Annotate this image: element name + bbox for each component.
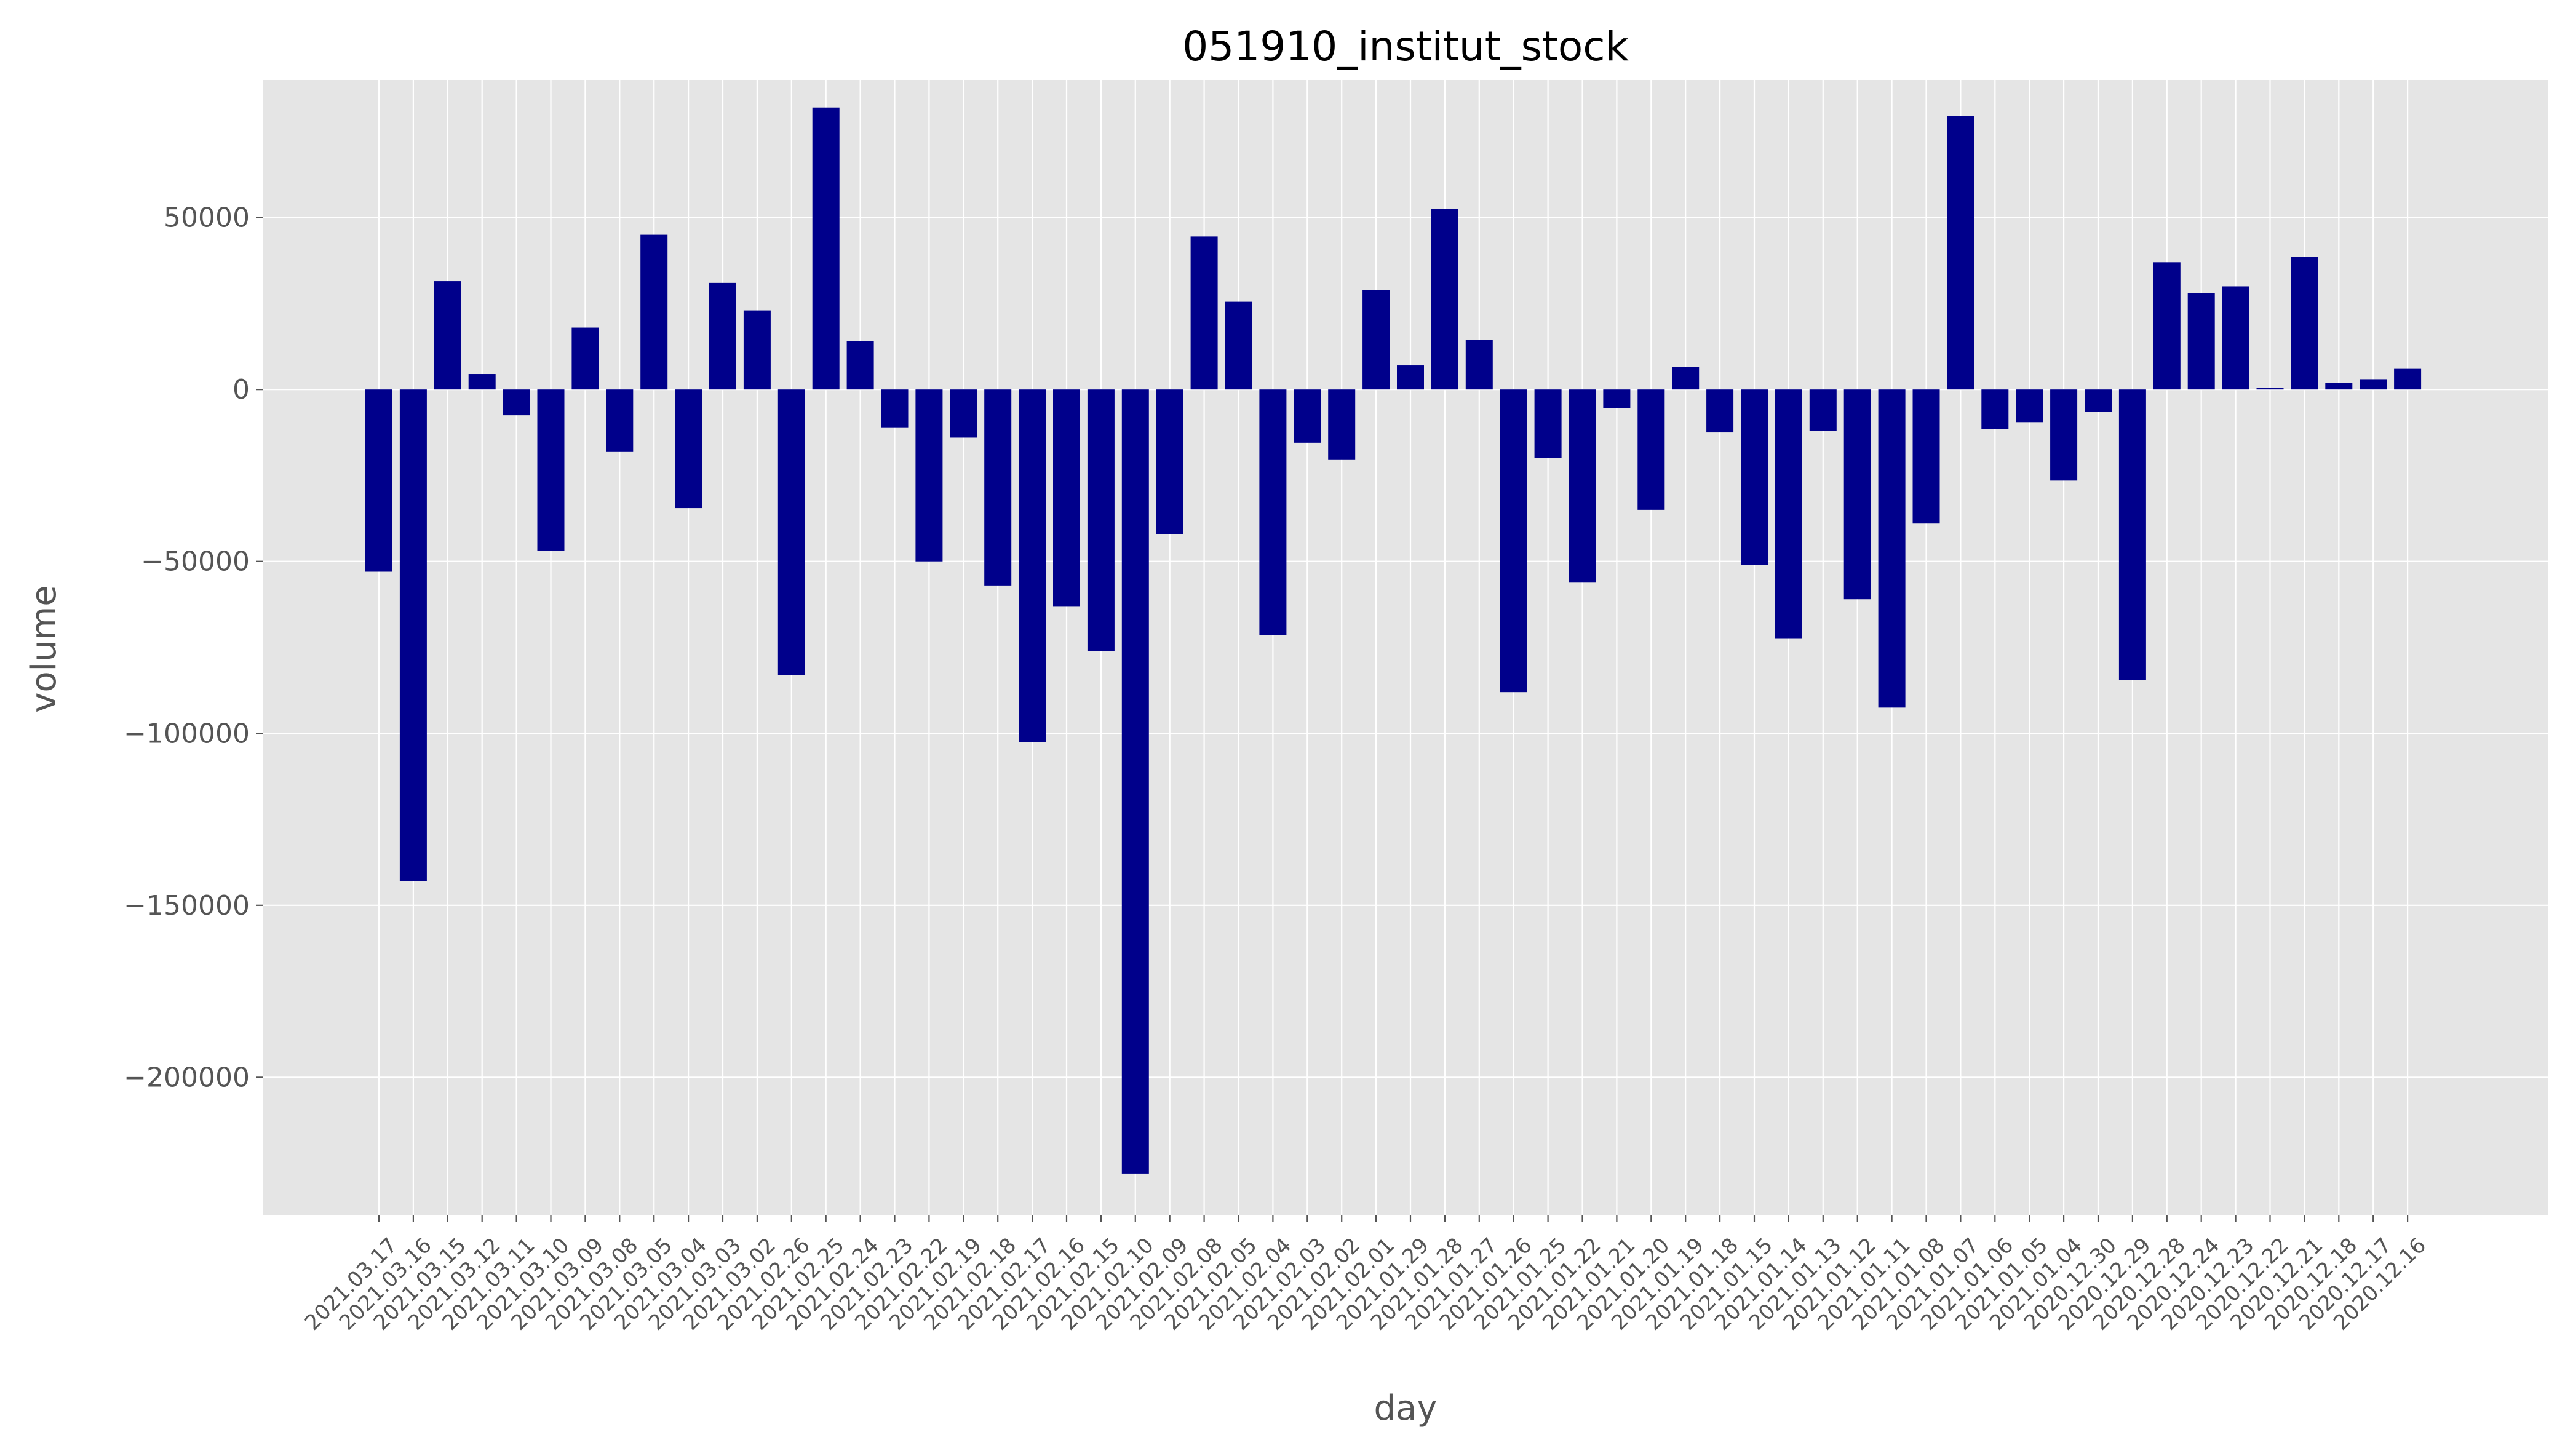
bar-2021-03-10 xyxy=(537,389,565,551)
bar-2021-03-04 xyxy=(675,389,702,509)
bar-2021-02-01 xyxy=(1362,290,1390,390)
bar-2020-12-30 xyxy=(2085,389,2112,412)
chart-title: 051910_institut_stock xyxy=(1182,23,1629,70)
bar-2021-03-05 xyxy=(640,234,668,390)
bar-2021-01-28 xyxy=(1431,209,1458,390)
y-tick-label: −50000 xyxy=(141,546,250,578)
bar-2021-01-19 xyxy=(1672,367,1700,390)
bar-2021-03-09 xyxy=(571,327,599,390)
bar-2021-01-25 xyxy=(1534,389,1562,458)
bar-2020-12-29 xyxy=(2118,389,2146,680)
bar-2021-02-22 xyxy=(915,389,943,562)
bar-2021-01-29 xyxy=(1397,365,1424,390)
bar-2021-01-15 xyxy=(1741,389,1768,565)
bar-2020-12-22 xyxy=(2256,388,2284,390)
bar-2021-01-21 xyxy=(1603,389,1631,408)
bar-2021-02-02 xyxy=(1328,389,1356,460)
bar-2021-02-16 xyxy=(1053,389,1080,607)
bar-2021-01-05 xyxy=(2016,389,2043,423)
y-axis-label: volume xyxy=(24,585,64,712)
y-tick-label: −100000 xyxy=(124,718,250,749)
x-ticks: 2021.03.172021.03.162021.03.152021.03.12… xyxy=(300,1215,2431,1335)
bar-2021-01-14 xyxy=(1775,389,1802,639)
bar-2021-01-07 xyxy=(1947,116,1974,390)
bar-2021-02-08 xyxy=(1190,236,1218,390)
y-tick-label: −200000 xyxy=(124,1062,250,1093)
bar-2021-01-22 xyxy=(1569,389,1596,583)
bar-2021-03-16 xyxy=(399,389,427,881)
bar-2020-12-21 xyxy=(2291,257,2318,390)
bar-2021-03-02 xyxy=(743,310,771,390)
bar-2021-01-12 xyxy=(1843,389,1871,600)
bar-2021-01-06 xyxy=(1981,389,2009,429)
bar-2021-03-03 xyxy=(709,282,736,390)
bar-2021-03-08 xyxy=(606,389,634,452)
y-tick-label: −150000 xyxy=(124,890,250,921)
bar-2021-01-08 xyxy=(1912,389,1940,524)
bars-group xyxy=(365,107,2422,1174)
bar-2021-02-10 xyxy=(1121,389,1149,1174)
bar-2020-12-16 xyxy=(2394,368,2422,390)
bar-2020-12-28 xyxy=(2153,262,2181,390)
bar-2021-02-04 xyxy=(1259,389,1287,635)
bar-2021-01-13 xyxy=(1809,389,1837,431)
bar-2021-02-19 xyxy=(950,389,977,438)
bar-2021-02-26 xyxy=(777,389,805,675)
bar-2021-02-15 xyxy=(1087,389,1115,651)
bar-2021-02-24 xyxy=(846,341,874,390)
bar-2021-03-15 xyxy=(434,281,461,390)
bar-2021-01-26 xyxy=(1500,389,1527,693)
x-axis-label: day xyxy=(1374,1388,1437,1428)
bar-2020-12-23 xyxy=(2222,286,2249,390)
bar-2021-01-18 xyxy=(1706,389,1734,433)
bar-2021-02-18 xyxy=(984,389,1012,586)
bar-2021-02-05 xyxy=(1225,301,1252,390)
bar-2021-01-04 xyxy=(2050,389,2078,481)
bar-2021-02-17 xyxy=(1019,389,1046,742)
bar-2021-03-11 xyxy=(503,389,530,416)
bar-2020-12-17 xyxy=(2360,379,2387,390)
bar-2021-03-17 xyxy=(365,389,392,572)
bar-2021-01-11 xyxy=(1878,389,1906,708)
bar-2021-02-23 xyxy=(881,389,909,428)
bar-2021-01-27 xyxy=(1465,340,1493,390)
bar-2020-12-24 xyxy=(2187,293,2215,390)
y-tick-label: 0 xyxy=(233,374,250,405)
bar-2021-02-03 xyxy=(1294,389,1321,443)
bar-2021-02-25 xyxy=(812,107,840,390)
bar-2021-02-09 xyxy=(1156,389,1183,534)
bar-2021-03-12 xyxy=(468,374,496,390)
bar-2021-01-20 xyxy=(1637,389,1665,510)
y-ticks: 50000 0 −50000 −100000 −150000 −200000 xyxy=(124,202,263,1093)
bar-2020-12-18 xyxy=(2325,383,2353,390)
plot-panel xyxy=(263,80,2548,1215)
y-tick-label: 50000 xyxy=(164,202,250,234)
